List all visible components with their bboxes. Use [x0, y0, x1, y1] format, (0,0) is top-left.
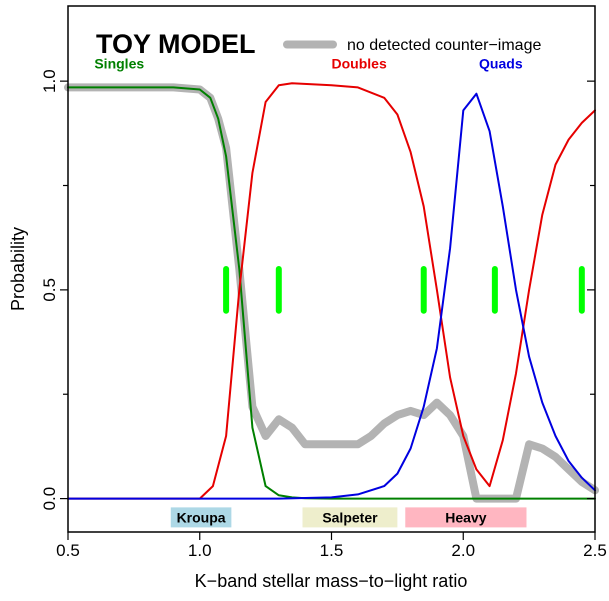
y-tick-label: 1.0: [40, 69, 59, 93]
series-labels: Singles Doubles Quads: [94, 56, 522, 72]
imf-label: Salpeter: [322, 509, 378, 525]
series-label: Quads: [479, 56, 523, 72]
x-tick-label: 0.5: [56, 541, 80, 560]
x-tick-label: 1.0: [188, 541, 212, 560]
imf-box: [405, 507, 527, 528]
imf-label: Kroupa: [177, 509, 226, 525]
series-lines: [64, 82, 599, 503]
x-tick-label: 1.5: [320, 541, 344, 560]
imf-label: Heavy: [445, 509, 486, 525]
legend-label: no detected counter−image: [347, 37, 541, 54]
series-label: Singles: [94, 56, 144, 72]
y-tick-label: 0.0: [40, 487, 59, 511]
x-tick-label: 2.0: [451, 541, 475, 560]
imf-box: [170, 507, 232, 528]
series-label: Doubles: [332, 56, 387, 72]
x-axis-title: K−band stellar mass−to−light ratio: [195, 571, 468, 591]
axes: 0.5 1.0 1.5 2.0 2.5 0.0 0.5 1.0: [40, 69, 607, 560]
imf-box: [302, 507, 398, 528]
y-tick-label: 0.5: [40, 278, 59, 302]
imf-annotations: Kroupa Salpeter Heavy: [170, 507, 527, 528]
chart-title: TOY MODEL: [96, 29, 256, 59]
series-line-doubles: [67, 82, 596, 500]
green-markers: [223, 266, 585, 314]
x-tick-label: 2.5: [583, 541, 607, 560]
series-line-quads: [67, 92, 596, 500]
y-axis-title: Probability: [8, 227, 28, 311]
